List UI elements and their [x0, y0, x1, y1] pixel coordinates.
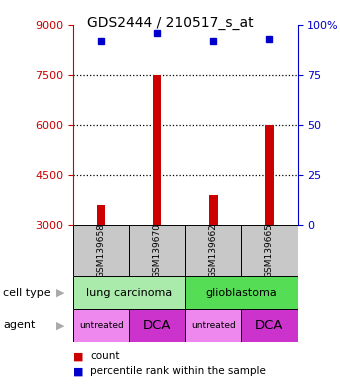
Text: ■: ■ — [73, 351, 84, 361]
Text: glioblastoma: glioblastoma — [205, 288, 277, 298]
Text: GSM139665: GSM139665 — [265, 223, 274, 278]
Bar — [265, 125, 274, 225]
Bar — [241, 309, 298, 342]
Text: GDS2444 / 210517_s_at: GDS2444 / 210517_s_at — [87, 16, 253, 30]
Bar — [97, 205, 105, 225]
Bar — [73, 309, 129, 342]
Text: GSM139662: GSM139662 — [209, 223, 218, 278]
Bar — [185, 276, 298, 309]
Bar — [153, 75, 162, 225]
Text: untreated: untreated — [79, 321, 123, 330]
Bar — [129, 225, 185, 276]
Text: percentile rank within the sample: percentile rank within the sample — [90, 366, 266, 376]
Text: untreated: untreated — [191, 321, 236, 330]
Text: DCA: DCA — [255, 319, 284, 332]
Bar — [129, 309, 185, 342]
Text: ■: ■ — [73, 366, 84, 376]
Text: ▶: ▶ — [56, 320, 65, 330]
Bar — [73, 225, 129, 276]
Bar — [185, 309, 241, 342]
Bar — [185, 225, 241, 276]
Text: agent: agent — [3, 320, 36, 330]
Text: GSM139658: GSM139658 — [97, 223, 106, 278]
Text: GSM139670: GSM139670 — [153, 223, 162, 278]
Text: ▶: ▶ — [56, 288, 65, 298]
Bar — [241, 225, 298, 276]
Bar — [73, 276, 185, 309]
Text: count: count — [90, 351, 120, 361]
Text: cell type: cell type — [3, 288, 51, 298]
Text: lung carcinoma: lung carcinoma — [86, 288, 172, 298]
Bar — [209, 195, 218, 225]
Text: DCA: DCA — [143, 319, 171, 332]
